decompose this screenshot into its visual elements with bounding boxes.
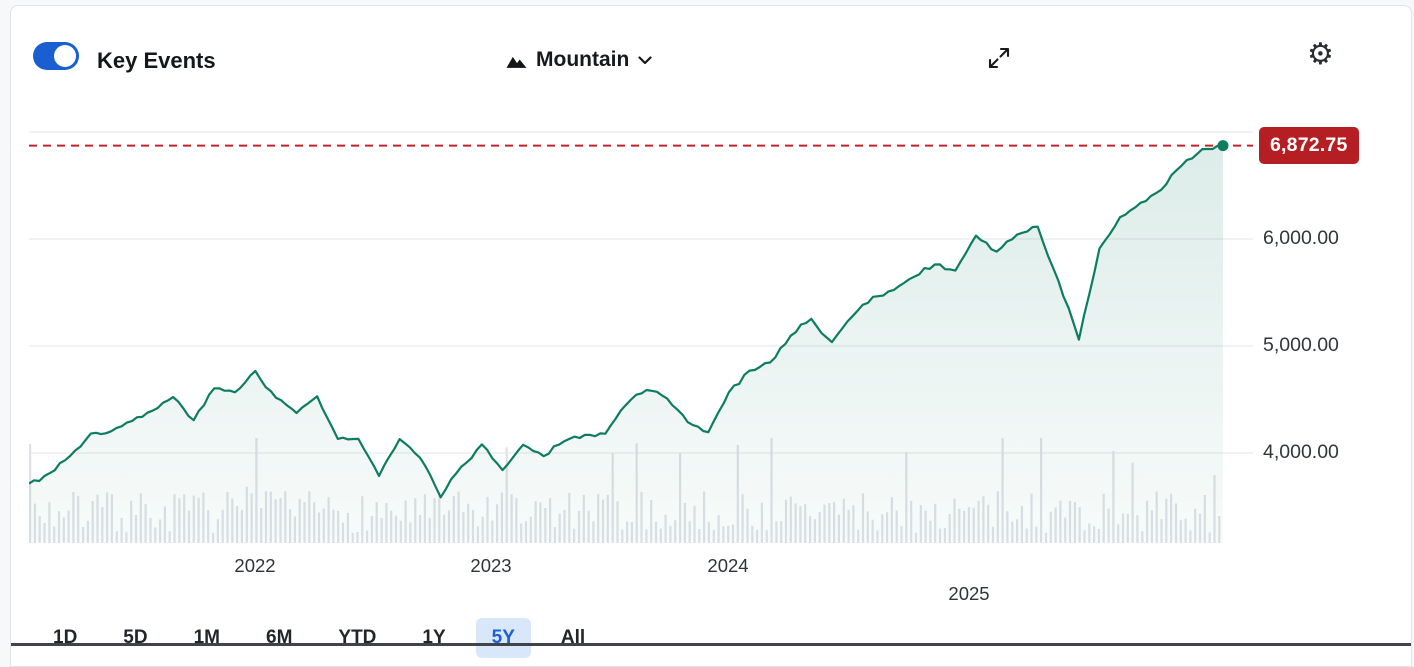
y-tick-label: 4,000.00 xyxy=(1263,441,1339,463)
x-tick-label: 2023 xyxy=(470,555,512,576)
x-tick-label: 2024 xyxy=(707,555,749,576)
mountain-icon xyxy=(506,56,527,68)
tab-all[interactable]: All xyxy=(545,618,601,658)
chart-type-label: Mountain xyxy=(536,48,630,71)
key-events-toggle[interactable] xyxy=(33,42,79,70)
tab-ytd[interactable]: YTD xyxy=(322,618,392,658)
chevron-down-icon xyxy=(638,55,652,64)
y-tick-label: 5,000.00 xyxy=(1263,334,1339,356)
tab-5y[interactable]: 5Y xyxy=(475,618,531,658)
chart-type-selector[interactable]: Mountain xyxy=(504,44,654,76)
gear-icon: ⚙ xyxy=(1307,37,1334,72)
last-price-badge: 6,872.75 xyxy=(1259,126,1359,164)
toggle-knob xyxy=(54,45,76,67)
tab-1m[interactable]: 1M xyxy=(178,618,236,658)
key-events-label: Key Events xyxy=(97,48,216,73)
range-tabs: 1D 5D 1M 6M YTD 1Y 5Y All xyxy=(37,618,601,658)
price-chart[interactable] xyxy=(29,106,1253,552)
settings-button[interactable]: ⚙ xyxy=(1305,38,1336,72)
tab-1y[interactable]: 1Y xyxy=(406,618,461,658)
chart-card: Key Events Mountain ⚙ 6,000.00 5,000.00 4,… xyxy=(10,5,1412,667)
expand-icon xyxy=(988,47,1010,69)
x-tick-label: 2025 xyxy=(948,583,990,604)
tab-6m[interactable]: 6M xyxy=(250,618,308,658)
y-tick-label: 6,000.00 xyxy=(1263,227,1339,249)
tab-5d[interactable]: 5D xyxy=(107,618,163,658)
tab-1d[interactable]: 1D xyxy=(37,618,93,658)
expand-button[interactable] xyxy=(985,44,1013,72)
bottom-divider xyxy=(11,643,1411,646)
x-tick-label: 2022 xyxy=(234,555,276,576)
